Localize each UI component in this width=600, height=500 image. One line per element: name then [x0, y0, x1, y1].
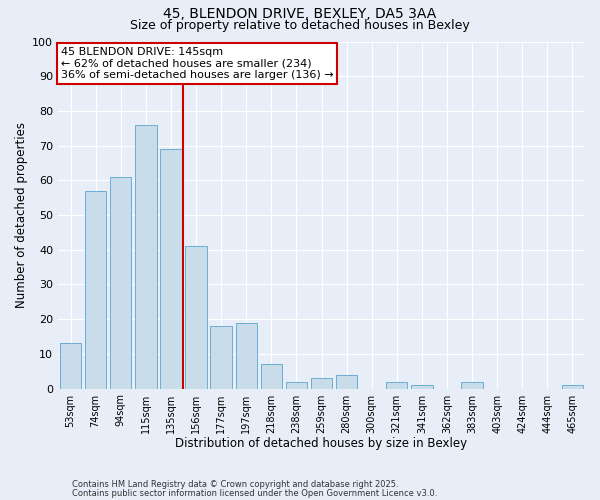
Bar: [562, 385, 583, 388]
Bar: [60, 344, 81, 388]
Bar: [411, 385, 433, 388]
Bar: [85, 191, 106, 388]
Bar: [336, 374, 357, 388]
Bar: [386, 382, 407, 388]
X-axis label: Distribution of detached houses by size in Bexley: Distribution of detached houses by size …: [175, 437, 467, 450]
Bar: [461, 382, 483, 388]
Bar: [185, 246, 207, 388]
Text: 45, BLENDON DRIVE, BEXLEY, DA5 3AA: 45, BLENDON DRIVE, BEXLEY, DA5 3AA: [163, 8, 437, 22]
Y-axis label: Number of detached properties: Number of detached properties: [15, 122, 28, 308]
Text: Size of property relative to detached houses in Bexley: Size of property relative to detached ho…: [130, 18, 470, 32]
Bar: [160, 149, 182, 388]
Bar: [286, 382, 307, 388]
Text: 45 BLENDON DRIVE: 145sqm
← 62% of detached houses are smaller (234)
36% of semi-: 45 BLENDON DRIVE: 145sqm ← 62% of detach…: [61, 46, 333, 80]
Bar: [236, 322, 257, 388]
Bar: [260, 364, 282, 388]
Text: Contains HM Land Registry data © Crown copyright and database right 2025.: Contains HM Land Registry data © Crown c…: [72, 480, 398, 489]
Bar: [110, 177, 131, 388]
Bar: [211, 326, 232, 388]
Bar: [135, 125, 157, 388]
Text: Contains public sector information licensed under the Open Government Licence v3: Contains public sector information licen…: [72, 488, 437, 498]
Bar: [311, 378, 332, 388]
